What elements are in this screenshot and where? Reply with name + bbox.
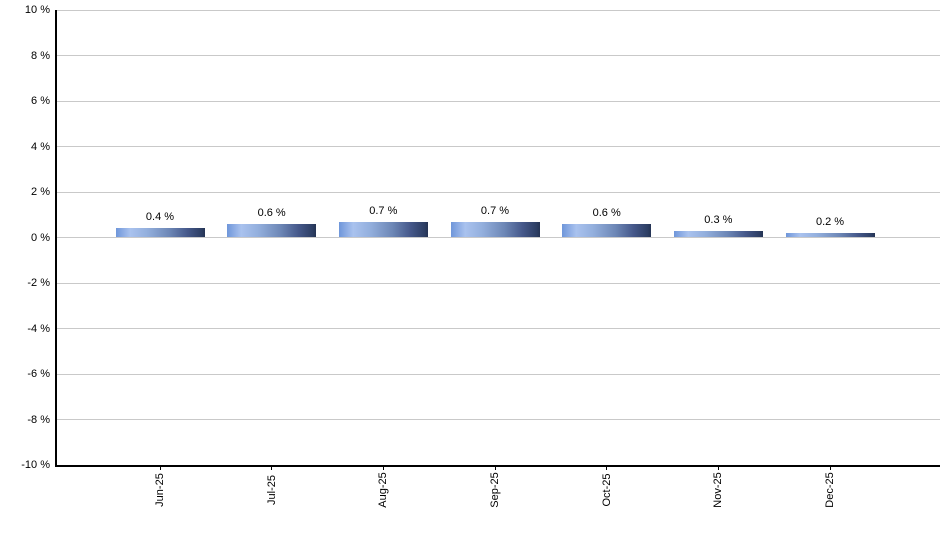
y-tick-label: -6 %	[27, 368, 50, 380]
x-axis-line	[55, 465, 940, 467]
gridline	[55, 146, 940, 147]
y-axis-line	[55, 10, 57, 466]
y-tick-label: 2 %	[31, 186, 50, 198]
y-tick-label: 4 %	[31, 140, 50, 153]
x-tick	[717, 465, 719, 470]
x-tick	[271, 465, 273, 470]
bar	[227, 223, 317, 238]
y-tick-label: -2 %	[27, 277, 50, 289]
bar	[785, 232, 875, 238]
x-tick	[382, 465, 384, 470]
gridline	[55, 100, 940, 102]
y-tick-label: 8 %	[31, 49, 50, 62]
bar-value-label: 0.7 %	[369, 204, 398, 217]
y-tick-label: 0 %	[31, 231, 50, 244]
bar-value-label: 0.4 %	[145, 211, 175, 224]
x-tick-label: Jun-25	[154, 473, 166, 507]
bar	[338, 221, 428, 238]
gridline	[55, 9, 940, 11]
x-tick	[494, 465, 496, 470]
x-tick	[159, 465, 161, 470]
x-tick-label: Nov-25	[712, 472, 725, 508]
y-tick-label: 6 %	[31, 95, 50, 107]
gridline	[55, 282, 940, 284]
bar-value-label: 0.6 %	[592, 206, 621, 219]
bar-value-label: 0.7 %	[480, 204, 510, 217]
gridline	[55, 55, 940, 56]
bar	[562, 223, 652, 238]
x-tick-label: Jul-25	[265, 475, 278, 505]
y-tick-label: 10 %	[24, 4, 50, 16]
x-tick	[829, 465, 831, 470]
gridline	[55, 328, 940, 329]
bar	[673, 230, 763, 238]
gridline	[55, 373, 940, 375]
x-tick-label: Sep-25	[489, 472, 501, 508]
y-tick-label: -4 %	[27, 322, 50, 335]
y-tick-label: -8 %	[27, 413, 50, 426]
bar	[115, 228, 205, 238]
x-tick-label: Aug-25	[377, 472, 390, 508]
bar	[450, 221, 540, 238]
gridline	[55, 191, 940, 193]
x-tick-label: Dec-25	[824, 472, 837, 508]
bar-value-label: 0.3 %	[704, 213, 733, 226]
bar-value-label: 0.2 %	[815, 215, 845, 228]
x-tick-label: Oct-25	[600, 473, 613, 507]
x-tick	[606, 465, 608, 470]
bar-value-label: 0.6 %	[257, 206, 286, 219]
y-tick-label: -10 %	[21, 459, 50, 471]
gridline	[55, 237, 940, 238]
gridline	[55, 419, 940, 420]
